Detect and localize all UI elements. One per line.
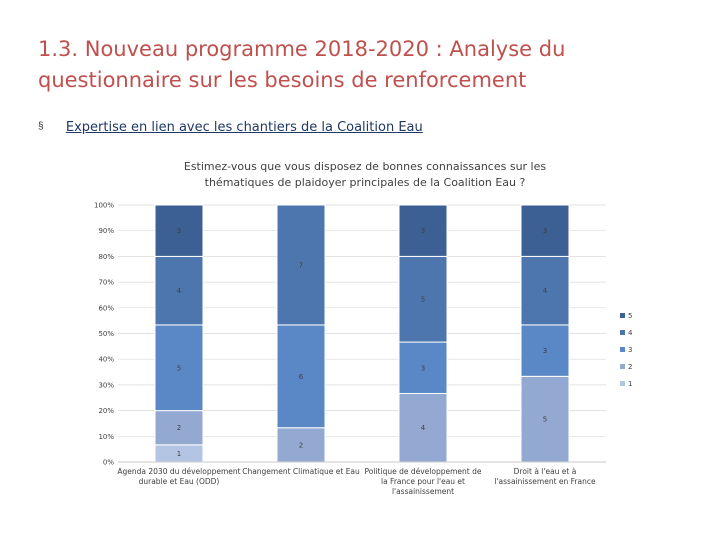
category-label: Politique de développement de bbox=[365, 467, 482, 476]
category-label: la France pour l'eau et bbox=[381, 477, 465, 486]
bullet-marker: § bbox=[38, 121, 44, 132]
y-axis: 0% 10% 20% 30% 40% 50% 60% 70% 80% 90% 100% bbox=[94, 202, 114, 467]
bar-segment bbox=[398, 204, 448, 257]
data-label: 4 bbox=[421, 424, 426, 432]
legend-label: 5 bbox=[628, 312, 632, 320]
legend-label: 3 bbox=[628, 346, 632, 354]
bar-segment bbox=[520, 255, 570, 326]
bar-segment bbox=[276, 324, 326, 429]
bars: 1 2 5 4 3 2 6 7 4 3 5 3 5 3 4 3 bbox=[154, 204, 570, 463]
y-tick-label: 100% bbox=[94, 202, 114, 210]
category-label: Changement Climatique et Eau bbox=[242, 467, 360, 476]
category-label: Droit à l'eau et à bbox=[514, 467, 577, 476]
y-tick-label: 60% bbox=[98, 304, 114, 312]
y-tick-label: 10% bbox=[98, 433, 114, 441]
data-label: 5 bbox=[543, 416, 547, 424]
y-tick-label: 70% bbox=[98, 279, 114, 287]
legend-label: 2 bbox=[628, 363, 632, 371]
bar-segment bbox=[276, 427, 326, 463]
y-tick-label: 50% bbox=[98, 330, 114, 338]
data-label: 3 bbox=[421, 227, 425, 235]
bar-segment bbox=[398, 341, 448, 394]
data-label: 3 bbox=[177, 227, 181, 235]
bullet-text: Expertise en lien avec les chantiers de … bbox=[65, 120, 423, 135]
data-label: 7 bbox=[299, 261, 303, 269]
legend-swatch bbox=[620, 381, 625, 386]
bar-segment bbox=[154, 255, 204, 326]
bar-segment bbox=[520, 324, 570, 377]
data-label: 2 bbox=[177, 424, 181, 432]
legend: 5 4 3 2 1 bbox=[620, 312, 633, 388]
legend-label: 1 bbox=[628, 380, 632, 388]
stacked-bar-chart: Estimez-vous que vous disposez de bonnes… bbox=[94, 160, 633, 496]
y-tick-label: 20% bbox=[98, 407, 114, 415]
y-tick-label: 30% bbox=[98, 381, 114, 389]
data-label: 4 bbox=[177, 287, 182, 295]
bar-segment bbox=[520, 204, 570, 257]
category-label: l'assainissement bbox=[392, 487, 454, 496]
chart-title-line: thématiques de plaidoyer principales de … bbox=[205, 176, 526, 189]
legend-swatch bbox=[620, 330, 625, 335]
data-label: 1 bbox=[177, 450, 181, 458]
data-label: 3 bbox=[421, 364, 425, 372]
legend-label: 4 bbox=[628, 329, 633, 337]
data-label: 3 bbox=[543, 227, 547, 235]
category-label: l'assainissement en France bbox=[494, 477, 596, 486]
legend-swatch bbox=[620, 364, 625, 369]
y-tick-label: 0% bbox=[103, 459, 114, 467]
data-label: 5 bbox=[177, 364, 181, 372]
y-tick-label: 80% bbox=[98, 253, 114, 261]
data-label: 5 bbox=[421, 296, 425, 304]
category-label: durable et Eau (ODD) bbox=[139, 477, 220, 486]
data-label: 3 bbox=[543, 347, 547, 355]
bullet-row: § Expertise en lien avec les chantiers d… bbox=[38, 118, 423, 135]
y-tick-label: 90% bbox=[98, 227, 114, 235]
bar-segment bbox=[520, 375, 570, 463]
data-label: 4 bbox=[543, 287, 548, 295]
bar-segment bbox=[154, 204, 204, 257]
slide-title: 1.3. Nouveau programme 2018-2020 : Analy… bbox=[38, 37, 566, 92]
y-tick-label: 40% bbox=[98, 356, 114, 364]
bar-segment bbox=[276, 204, 326, 326]
legend-swatch bbox=[620, 347, 625, 352]
data-label: 2 bbox=[299, 441, 303, 449]
legend-swatch bbox=[620, 313, 625, 318]
bar-segment bbox=[398, 392, 448, 463]
category-label: Agenda 2030 du développement bbox=[117, 467, 240, 476]
data-label: 6 bbox=[299, 373, 304, 381]
chart-title: Estimez-vous que vous disposez de bonnes… bbox=[184, 160, 547, 189]
chart-title-line: Estimez-vous que vous disposez de bonnes… bbox=[184, 160, 547, 173]
